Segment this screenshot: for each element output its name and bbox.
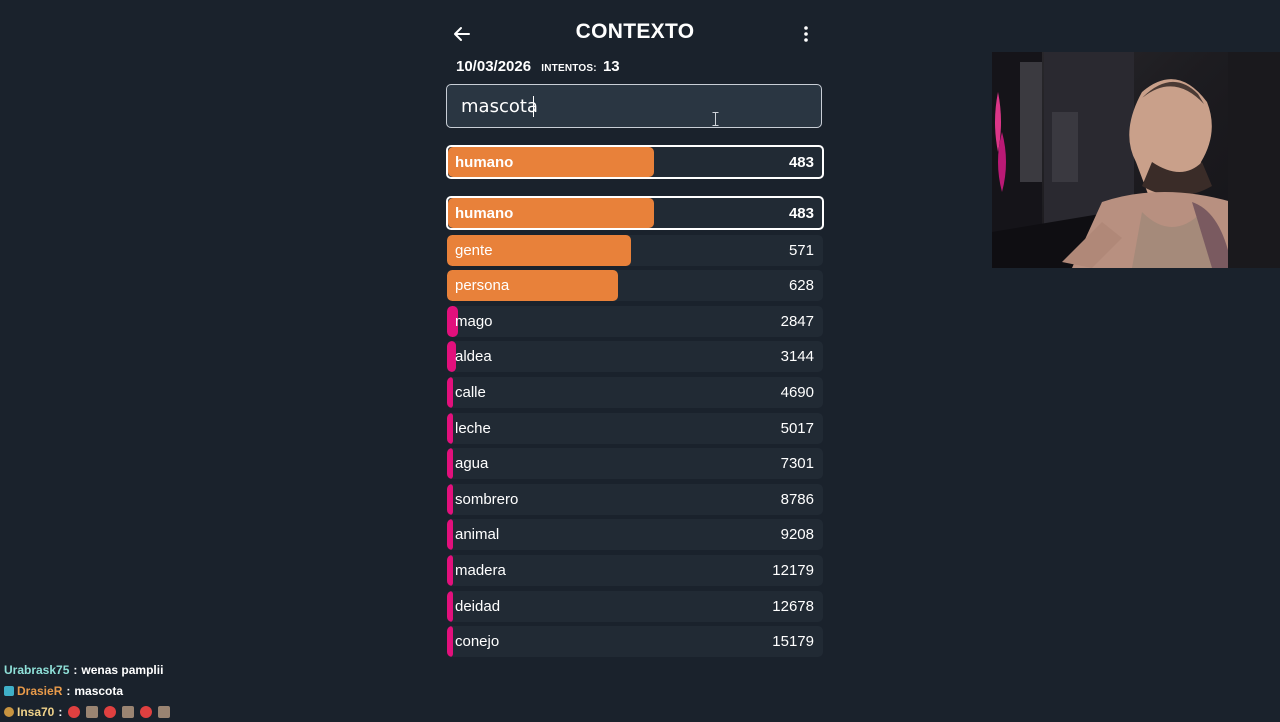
chat-separator: : <box>58 704 63 719</box>
last-guess-word: humano <box>455 153 514 171</box>
chat-text: mascota <box>74 683 124 698</box>
chat-username: DrasieR <box>17 683 63 698</box>
guess-word: madera <box>455 562 506 579</box>
red-ball-emote-icon <box>68 705 81 718</box>
guess-rank: 5017 <box>780 419 814 437</box>
guess-rank: 4690 <box>780 384 814 401</box>
guess-row: animal 9208 <box>447 519 823 551</box>
text-caret <box>533 96 534 117</box>
similarity-bar <box>447 448 453 480</box>
hand-emote-icon <box>158 705 171 718</box>
controller-badge-icon <box>4 685 14 696</box>
guess-row: gente 571 <box>447 234 823 266</box>
page-title: CONTEXTO <box>575 20 695 43</box>
ibeam-cursor-icon <box>712 112 719 126</box>
guess-word: humano <box>455 204 514 222</box>
guess-word: mago <box>455 312 493 330</box>
similarity-bar <box>447 626 453 658</box>
similarity-bar <box>447 341 456 373</box>
more-vertical-icon[interactable] <box>794 22 818 46</box>
back-arrow-icon[interactable] <box>450 22 474 46</box>
guess-rank: 12179 <box>772 562 814 579</box>
guess-input-box[interactable] <box>446 84 822 128</box>
guess-word: gente <box>455 241 493 259</box>
guess-row: humano 483 <box>446 196 824 230</box>
star-badge-icon <box>4 706 14 717</box>
similarity-bar <box>448 198 654 228</box>
chat-message: Urabrask75 : wenas pamplii <box>4 659 424 680</box>
guess-rank: 12678 <box>772 597 814 615</box>
guess-rank: 628 <box>788 277 814 295</box>
chat-message: Insa70 : <box>4 701 424 722</box>
red-ball-emote-icon <box>104 705 117 718</box>
similarity-bar <box>447 412 453 444</box>
chat-username: Insa70 <box>17 704 55 719</box>
similarity-bar <box>447 270 618 302</box>
guess-rank: 7301 <box>780 455 814 473</box>
stream-chat: Urabrask75 : wenas pamplii DrasieR : mas… <box>4 659 424 722</box>
guess-rank: 8786 <box>780 490 814 508</box>
game-stats: 10/03/2026 INTENTOS: 13 <box>456 58 620 75</box>
guess-rank: 15179 <box>772 633 814 651</box>
guess-rank: 3144 <box>780 348 814 366</box>
similarity-bar <box>447 234 631 266</box>
guess-rank: 571 <box>788 241 814 259</box>
guess-row: calle 4690 <box>447 377 823 408</box>
guess-input[interactable] <box>461 85 801 127</box>
similarity-bar <box>447 519 453 551</box>
guess-row: persona 628 <box>447 270 823 302</box>
attempts-count: 13 <box>602 58 620 75</box>
hand-emote-icon <box>122 705 135 718</box>
guess-word: aldea <box>455 348 492 366</box>
guess-word: agua <box>455 455 489 473</box>
guess-rank: 9208 <box>780 526 814 544</box>
guess-word: conejo <box>455 633 500 651</box>
last-guess-bar <box>448 147 654 177</box>
guess-rank: 2847 <box>780 312 814 330</box>
guess-word: leche <box>455 419 491 437</box>
chat-separator: : <box>73 662 78 677</box>
guess-word: calle <box>455 384 486 401</box>
last-guess-row: humano 483 <box>446 145 824 179</box>
guess-word: sombrero <box>455 490 519 508</box>
chat-text: wenas pamplii <box>81 662 164 677</box>
similarity-bar <box>447 305 458 337</box>
guess-word: deidad <box>455 597 501 615</box>
attempts-label: INTENTOS: <box>541 63 597 74</box>
webcam-overlay <box>992 52 1280 268</box>
last-guess-rank: 483 <box>788 153 814 171</box>
similarity-bar <box>447 590 453 622</box>
guess-row: leche 5017 <box>447 412 823 444</box>
red-ball-emote-icon <box>140 705 153 718</box>
similarity-bar <box>447 483 453 515</box>
chat-separator: : <box>66 683 71 698</box>
guess-row: deidad 12678 <box>447 590 823 622</box>
guess-rank: 483 <box>788 204 814 222</box>
guess-row: sombrero 8786 <box>447 483 823 515</box>
guess-row: agua 7301 <box>447 448 823 480</box>
guess-row: mago 2847 <box>447 305 823 337</box>
guess-row: aldea 3144 <box>447 341 823 373</box>
contexto-app: CONTEXTO 10/03/2026 INTENTOS: 13 humano … <box>446 0 824 720</box>
similarity-bar <box>447 377 453 408</box>
chat-username: Urabrask75 <box>4 662 70 677</box>
game-date: 10/03/2026 <box>456 58 532 75</box>
top-bar: CONTEXTO <box>446 18 824 50</box>
guess-row: conejo 15179 <box>447 626 823 658</box>
chat-message: DrasieR : mascota <box>4 680 424 701</box>
guess-word: persona <box>455 277 510 295</box>
guess-word: animal <box>455 526 500 544</box>
similarity-bar <box>447 555 453 586</box>
hand-emote-icon <box>86 705 99 718</box>
guess-row: madera 12179 <box>447 555 823 586</box>
